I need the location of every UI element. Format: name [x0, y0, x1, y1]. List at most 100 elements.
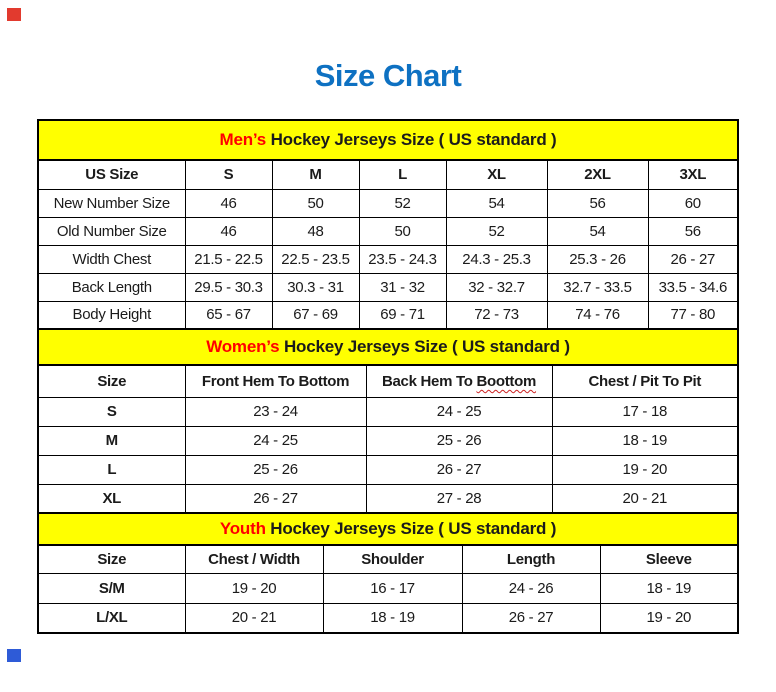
youth-size-table: Youth Hockey Jerseys Size ( US standard … — [36, 512, 740, 634]
womens-value-cell: 26 - 27 — [184, 483, 367, 514]
mens-row-label: Body Height — [37, 300, 186, 330]
mens-row-label: Width Chest — [37, 244, 186, 274]
youth-column-header-2: Shoulder — [322, 544, 463, 574]
mens-value-cell: 69 - 71 — [358, 300, 447, 330]
mens-column-header-1: S — [184, 159, 273, 190]
youth-value-cell: 20 - 21 — [184, 602, 324, 634]
youth-column-header-4: Sleeve — [599, 544, 739, 574]
mens-value-cell: 54 — [445, 188, 548, 218]
mens-value-cell: 25.3 - 26 — [546, 244, 649, 274]
mens-value-cell: 30.3 - 31 — [271, 272, 360, 302]
mens-value-cell: 48 — [271, 216, 360, 246]
womens-row-label: L — [37, 454, 186, 485]
mens-heading-rest: Hockey Jerseys Size ( US standard ) — [266, 130, 557, 149]
mens-value-cell: 32 - 32.7 — [445, 272, 548, 302]
mens-table-row: Back Length 29.5 - 30.3 30.3 - 31 31 - 32 32… — [37, 272, 739, 302]
youth-table-row: S/M 19 - 20 16 - 17 24 - 26 18 - 19 — [37, 572, 739, 604]
womens-size-table: Women’s Hockey Jerseys Size ( US standar… — [36, 328, 740, 514]
mens-table-row: Body Height 65 - 67 67 - 69 69 - 71 72 - 73 7… — [37, 300, 739, 330]
mens-value-cell: 72 - 73 — [445, 300, 548, 330]
mens-value-cell: 31 - 32 — [358, 272, 447, 302]
mens-value-cell: 26 - 27 — [647, 244, 739, 274]
womens-column-header-3: Chest / Pit To Pit — [551, 364, 739, 398]
womens-banner-row: Women’s Hockey Jerseys Size ( US standar… — [36, 328, 740, 366]
mens-value-cell: 52 — [358, 188, 447, 218]
womens-table-row: L 25 - 26 26 - 27 19 - 20 — [37, 454, 739, 485]
blue-corner-marker — [7, 649, 21, 662]
mens-value-cell: 52 — [445, 216, 548, 246]
mens-value-cell: 23.5 - 24.3 — [358, 244, 447, 274]
mens-value-cell: 22.5 - 23.5 — [271, 244, 360, 274]
mens-value-cell: 50 — [358, 216, 447, 246]
youth-column-header-3: Length — [461, 544, 601, 574]
mens-section-banner: Men’s Hockey Jerseys Size ( US standard … — [36, 119, 740, 161]
mens-value-cell: 21.5 - 22.5 — [184, 244, 273, 274]
mens-table-row: Old Number Size 46 48 50 52 54 56 — [37, 216, 739, 246]
womens-table-body: S 23 - 24 24 - 25 17 - 18 M 24 - 25 25 - 26 18 … — [37, 396, 739, 514]
womens-table-row: XL 26 - 27 27 - 28 20 - 21 — [37, 483, 739, 514]
mens-header-row: US Size S M L XL 2XL 3XL — [37, 159, 739, 190]
youth-value-cell: 24 - 26 — [461, 572, 601, 604]
youth-row-label: S/M — [37, 572, 186, 604]
mens-column-header-6: 3XL — [647, 159, 739, 190]
youth-value-cell: 19 - 20 — [184, 572, 324, 604]
womens-row-label: XL — [37, 483, 186, 514]
youth-value-cell: 18 - 19 — [599, 572, 739, 604]
youth-value-cell: 19 - 20 — [599, 602, 739, 634]
womens-value-cell: 26 - 27 — [365, 454, 553, 485]
size-chart-tables: Men’s Hockey Jerseys Size ( US standard … — [36, 119, 740, 634]
womens-heading-highlight: Women’s — [206, 337, 280, 356]
womens-value-cell: 25 - 26 — [184, 454, 367, 485]
mens-row-label: Old Number Size — [37, 216, 186, 246]
mens-table-body: New Number Size 46 50 52 54 56 60 Old Number Si… — [37, 188, 739, 330]
womens-heading-rest: Hockey Jerseys Size ( US standard ) — [279, 337, 570, 356]
header-text: Back Hem To — [381, 372, 477, 390]
womens-value-cell: 27 - 28 — [365, 483, 553, 514]
mens-table-row: Width Chest 21.5 - 22.5 22.5 - 23.5 23.5 - … — [37, 244, 739, 274]
misspelled-word: Boottom — [476, 372, 537, 390]
mens-table-row: New Number Size 46 50 52 54 56 60 — [37, 188, 739, 218]
mens-value-cell: 74 - 76 — [546, 300, 649, 330]
womens-value-cell: 20 - 21 — [551, 483, 739, 514]
mens-column-header-4: XL — [445, 159, 548, 190]
mens-value-cell: 33.5 - 34.6 — [647, 272, 739, 302]
mens-value-cell: 32.7 - 33.5 — [546, 272, 649, 302]
mens-value-cell: 56 — [647, 216, 739, 246]
page-title: Size Chart — [314, 58, 462, 93]
mens-value-cell: 65 - 67 — [184, 300, 273, 330]
youth-heading-rest: Hockey Jerseys Size ( US standard ) — [265, 519, 557, 538]
mens-banner-row: Men’s Hockey Jerseys Size ( US standard … — [36, 119, 740, 161]
youth-value-cell: 18 - 19 — [322, 602, 463, 634]
mens-value-cell: 46 — [184, 216, 273, 246]
mens-column-header-0: US Size — [37, 159, 186, 190]
womens-value-cell: 17 - 18 — [551, 396, 739, 427]
womens-table-row: S 23 - 24 24 - 25 17 - 18 — [37, 396, 739, 427]
mens-value-cell: 29.5 - 30.3 — [184, 272, 273, 302]
womens-table-row: M 24 - 25 25 - 26 18 - 19 — [37, 425, 739, 456]
red-corner-marker — [7, 8, 21, 21]
mens-heading-highlight: Men’s — [219, 130, 267, 149]
womens-header-row: Size Front Hem To Bottom Back Hem To Boott… — [37, 364, 739, 398]
womens-column-header-2: Back Hem To Boottom — [365, 364, 553, 398]
mens-value-cell: 24.3 - 25.3 — [445, 244, 548, 274]
mens-column-header-3: L — [358, 159, 447, 190]
youth-column-header-0: Size — [37, 544, 186, 574]
womens-value-cell: 23 - 24 — [184, 396, 367, 427]
mens-value-cell: 54 — [546, 216, 649, 246]
youth-value-cell: 26 - 27 — [461, 602, 601, 634]
mens-value-cell: 56 — [546, 188, 649, 218]
womens-value-cell: 19 - 20 — [551, 454, 739, 485]
youth-section-banner: Youth Hockey Jerseys Size ( US standard … — [36, 512, 740, 546]
youth-banner-row: Youth Hockey Jerseys Size ( US standard … — [36, 512, 740, 546]
youth-table-body: S/M 19 - 20 16 - 17 24 - 26 18 - 19 L/XL 20 - … — [37, 572, 739, 634]
youth-header-row: Size Chest / Width Shoulder Length Sleeve — [37, 544, 739, 574]
womens-row-label: S — [37, 396, 186, 427]
mens-value-cell: 67 - 69 — [271, 300, 360, 330]
womens-value-cell: 24 - 25 — [184, 425, 367, 456]
mens-row-label: New Number Size — [37, 188, 186, 218]
youth-row-label: L/XL — [37, 602, 186, 634]
mens-column-header-2: M — [271, 159, 360, 190]
womens-value-cell: 24 - 25 — [365, 396, 553, 427]
womens-value-cell: 25 - 26 — [365, 425, 553, 456]
mens-value-cell: 46 — [184, 188, 273, 218]
